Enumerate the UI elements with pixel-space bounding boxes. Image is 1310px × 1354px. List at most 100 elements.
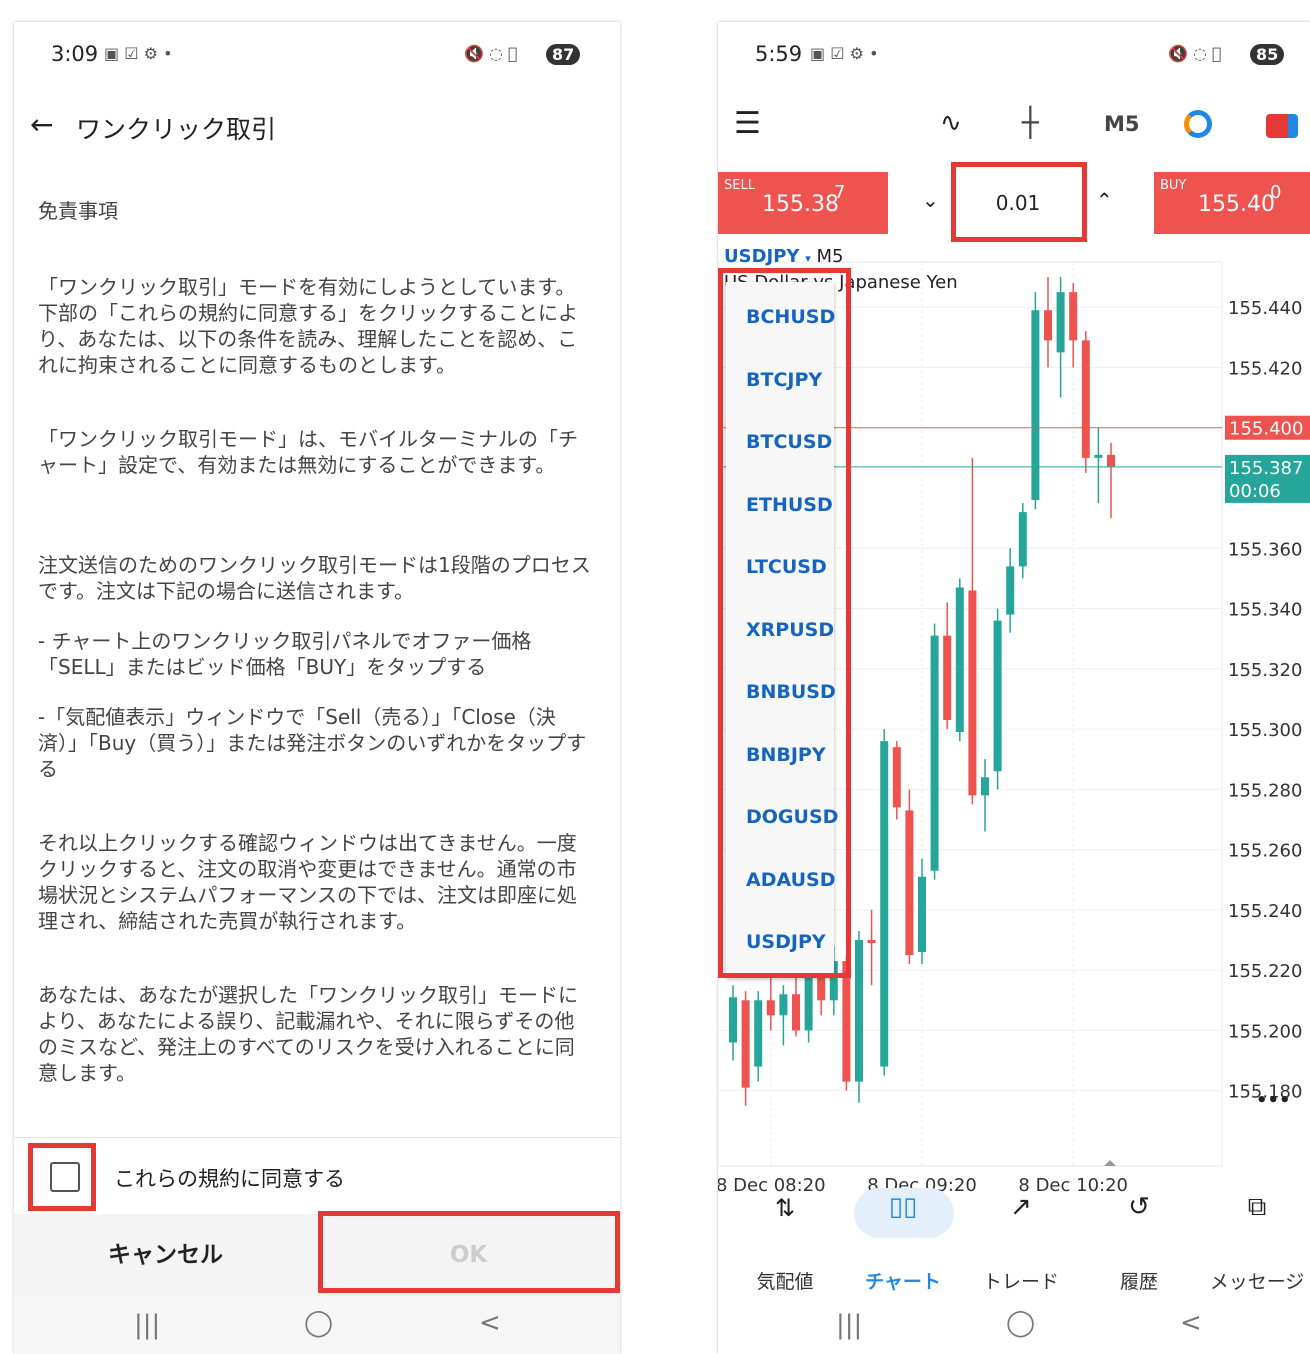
highlight-box <box>951 162 1087 242</box>
sell-price: 155.38 <box>762 192 839 217</box>
y-tick-label: 155.260 <box>1228 841 1302 862</box>
candle-body <box>867 940 876 944</box>
lot-up[interactable]: ⌃ <box>1096 188 1113 212</box>
y-tick-label: 155.280 <box>1228 780 1302 801</box>
bid-label-bg <box>1225 454 1310 503</box>
crosshair-button[interactable]: ┼ <box>1022 106 1039 139</box>
buy-price-last: 0 <box>1270 182 1282 203</box>
symbol-item[interactable]: DOGUSD <box>746 806 839 828</box>
highlight-box <box>318 1211 620 1293</box>
menu-button[interactable]: ☰ <box>734 106 761 141</box>
y-tick-label: 155.200 <box>1228 1021 1302 1042</box>
left-phone: 3:09 ▣ ☑ ⚙ • 🔇 ◌ ⃠ 87 ← ワンクリック取引 免責事項 「ワ… <box>14 22 620 1354</box>
candle-body <box>741 1000 750 1088</box>
nav-icon: ↗ <box>1010 1192 1032 1222</box>
nav-item[interactable]: トレード <box>982 1271 1059 1293</box>
ask-label-bg <box>1225 415 1310 440</box>
y-tick-label: 155.220 <box>1228 961 1302 982</box>
symbol-item[interactable]: ADAUSD <box>746 868 836 891</box>
candle-body <box>817 970 826 1001</box>
paragraph: それ以上クリックする確認ウィンドウは出てきません。一度クリックすると、注文の取消… <box>38 831 577 933</box>
paragraph: あなたは、あなたが選択した「ワンクリック取引」モードにより、あなたによる誤り、記… <box>38 983 578 1085</box>
sell-price-last: 7 <box>834 182 846 203</box>
paragraph: -「気配値表示」ウィンドウで「Sell（売る）」「Close（決済）」「Buy（… <box>38 705 587 781</box>
y-tick-label: 155.340 <box>1228 600 1302 621</box>
candle-body <box>1094 454 1103 458</box>
status-right-icons: 🔇 ◌ ⃠ <box>464 44 518 63</box>
checkbox[interactable] <box>50 1162 80 1192</box>
right-phone: 5:59 ▣ ☑ ⚙ • 🔇 ◌ ⃠ 85 ☰ ∿ ┼ M5 SELL 155.… <box>718 22 1310 1354</box>
header-title: ワンクリック取引 <box>76 115 277 144</box>
symbol-item[interactable]: BCHUSD <box>746 306 836 328</box>
y-tick-label: 155.420 <box>1228 358 1302 379</box>
symbol-item[interactable]: ETHUSD <box>746 493 833 516</box>
highlight-box <box>718 268 851 978</box>
candle-body <box>842 961 851 1082</box>
symbol-item[interactable]: BNBUSD <box>746 681 836 703</box>
y-tick-label: 155.360 <box>1228 539 1302 560</box>
battery: 87 <box>546 44 581 65</box>
candle-body <box>880 741 889 1067</box>
scroll-marker <box>1104 1160 1116 1166</box>
candle-body <box>766 1000 775 1016</box>
chart-symbol: USDJPY ▾ M5 <box>724 246 844 267</box>
bid-label: 155.387 <box>1229 458 1303 479</box>
buy-price: 155.40 <box>1198 192 1275 217</box>
candle-body <box>754 1000 763 1067</box>
nav-item[interactable]: メッセージ <box>1209 1271 1305 1293</box>
divider <box>14 1137 620 1138</box>
candle-body <box>829 961 838 1001</box>
back-button[interactable]: ← <box>30 108 54 141</box>
nav-icon: ▯▯ <box>888 1192 918 1222</box>
candle-body <box>1018 512 1027 567</box>
candle-body <box>918 876 926 953</box>
candle-body <box>955 587 964 733</box>
nav-item[interactable]: 気配値 <box>756 1271 814 1293</box>
status-time: 3:09 <box>51 42 99 66</box>
candle-body <box>930 635 939 871</box>
nav-item[interactable]: 履歴 <box>1119 1271 1158 1293</box>
timeframe-button[interactable]: M5 <box>1104 112 1140 136</box>
candle-body <box>1056 292 1065 353</box>
y-tick-label: 155.440 <box>1228 298 1302 319</box>
y-tick-label: 155.320 <box>1228 660 1302 681</box>
ok-button[interactable]: OK <box>449 1242 488 1268</box>
trade-button[interactable] <box>1184 110 1212 138</box>
system-nav: ||| ◯ < <box>836 1308 1202 1340</box>
candle-body <box>993 620 1002 772</box>
lot-value[interactable]: 0.01 <box>995 191 1041 215</box>
symbol[interactable]: USDJPY <box>724 246 800 267</box>
buy-label: BUY <box>1160 178 1187 193</box>
one-click-button[interactable] <box>1266 114 1298 138</box>
candle-body <box>779 994 788 1016</box>
symbol-item[interactable]: BTCUSD <box>746 431 833 453</box>
lot-down[interactable]: ⌄ <box>922 188 939 212</box>
indicator-button[interactable]: ∿ <box>940 108 962 138</box>
y-tick-label: 155.180 <box>1228 1082 1302 1103</box>
cancel-button[interactable]: キャンセル <box>108 1242 223 1268</box>
more-button[interactable]: ••• <box>1256 1090 1291 1111</box>
symbol-item[interactable]: XRPUSD <box>746 618 835 641</box>
status-right-icons: 🔇 ◌ ⃠ <box>1168 44 1222 63</box>
symbol-item[interactable]: BNBJPY <box>746 743 826 766</box>
sell-button[interactable]: SELL 155.38 7 <box>718 172 888 234</box>
symbol-item[interactable]: LTCUSD <box>746 556 827 578</box>
candle-body <box>968 590 977 796</box>
candle-body <box>1031 310 1040 501</box>
symbol-dropdown: BCHUSD BTCJPY BTCUSD ETHUSD LTCUSD XRPUS… <box>726 282 839 978</box>
section-title: 免責事項 <box>38 199 118 223</box>
nav-active-bg <box>854 1188 954 1238</box>
symbol-item[interactable]: BTCJPY <box>746 368 823 391</box>
symbol-timeframe: M5 <box>816 246 844 267</box>
nav-icon: ⧉ <box>1247 1192 1267 1222</box>
nav-item[interactable]: チャート <box>865 1271 941 1293</box>
symbol-item[interactable]: USDJPY <box>746 931 826 953</box>
candle-body <box>1069 292 1078 341</box>
buy-button[interactable]: BUY 155.40 0 <box>1154 172 1310 234</box>
highlight-box <box>28 1143 96 1211</box>
y-tick-label: 155.300 <box>1228 720 1302 741</box>
x-tick-label: 8 Dec 08:20 <box>718 1175 826 1196</box>
checkbox-label: これらの規約に同意する <box>114 1167 345 1191</box>
candle-body <box>1107 454 1115 467</box>
